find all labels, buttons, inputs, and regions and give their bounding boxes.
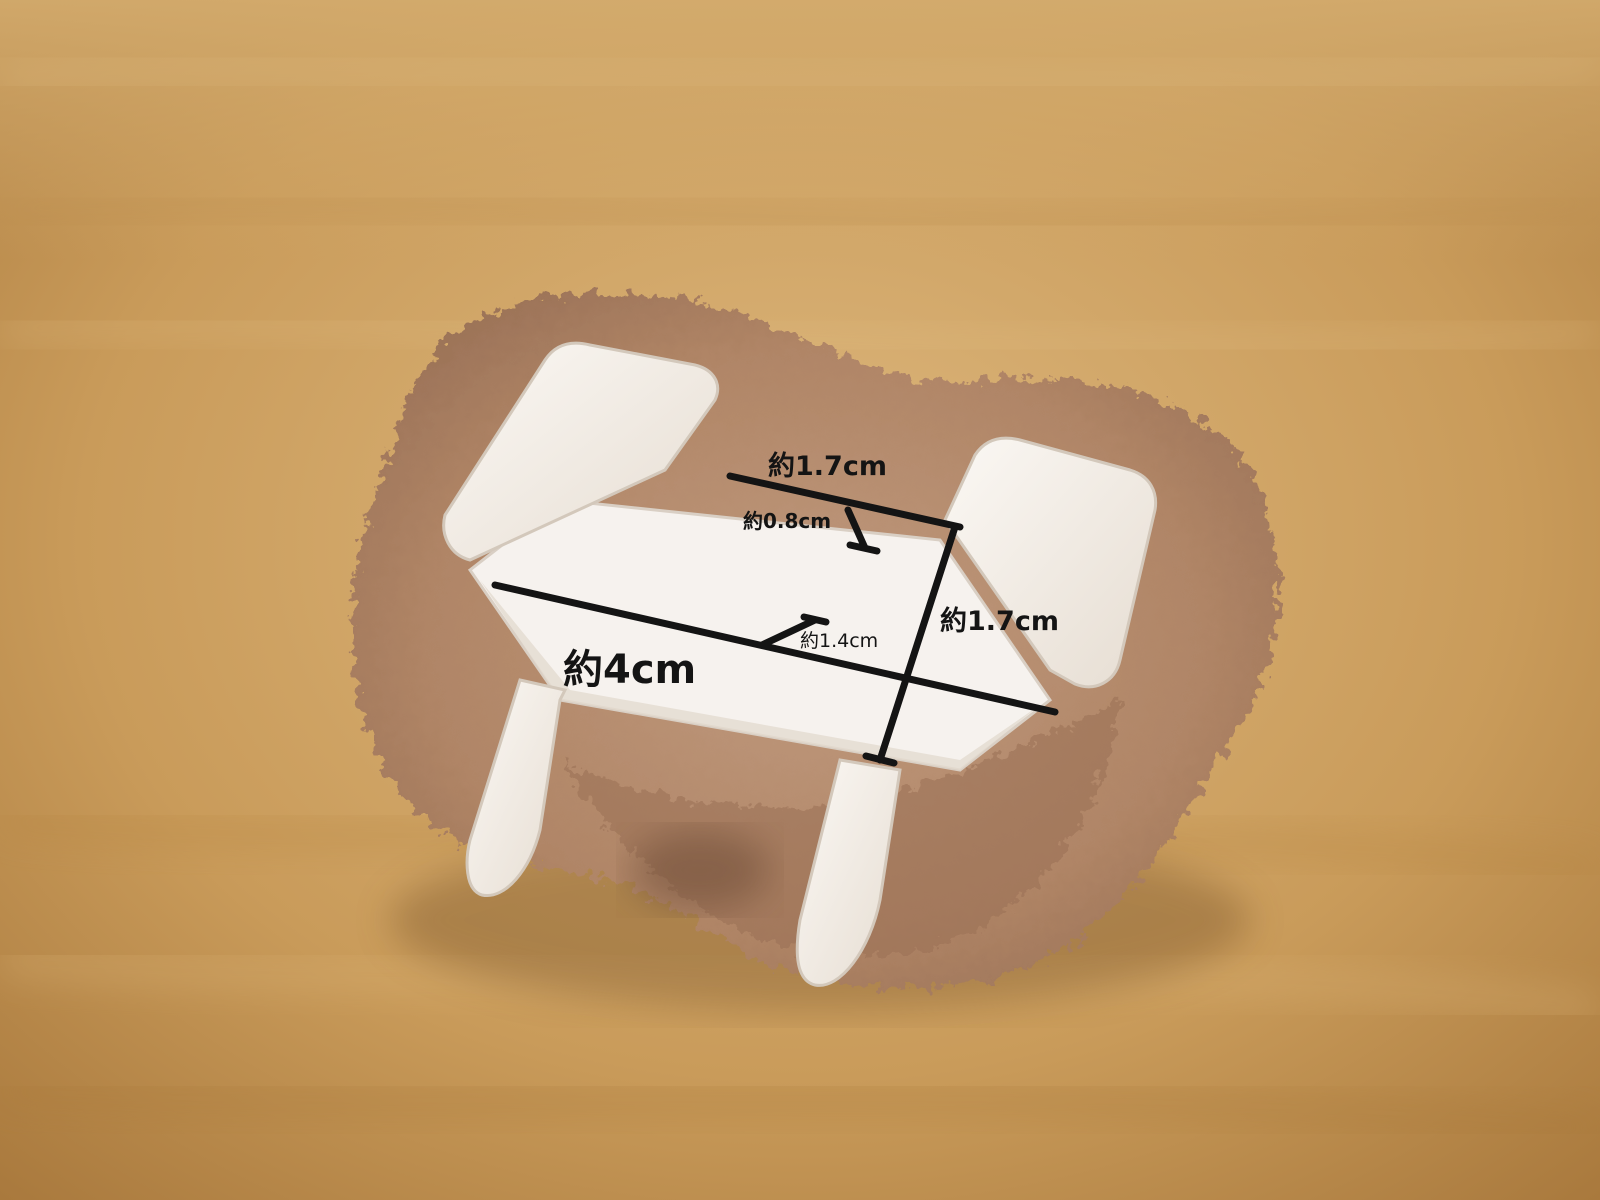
label-inner-depth: 約0.8cm: [743, 509, 831, 533]
label-mid-depth: 約1.4cm: [800, 630, 878, 652]
wing-top-right: [943, 436, 1158, 689]
label-length: 約4cm: [563, 647, 696, 693]
length-line: [491, 581, 1059, 716]
mid-depth-cap: [800, 613, 830, 626]
inner-depth-cap: [846, 541, 881, 555]
measurement-labels: 約1.7cm 約0.8cm 約1.7cm 約1.4cm 約4cm: [563, 450, 1059, 693]
label-top-width: 約1.7cm: [768, 450, 887, 482]
plastic-frame: [442, 341, 1158, 987]
label-height: 約1.7cm: [940, 605, 1059, 637]
height-line: [876, 523, 959, 764]
height-cap: [862, 752, 898, 767]
wing-top-left: [442, 341, 720, 562]
leg-left: [465, 678, 568, 898]
top-width-line: [726, 472, 964, 531]
measurement-lines: [491, 472, 1059, 767]
inner-depth-line: [844, 506, 869, 552]
mid-depth-line: [758, 616, 819, 649]
leg-right: [795, 758, 902, 987]
